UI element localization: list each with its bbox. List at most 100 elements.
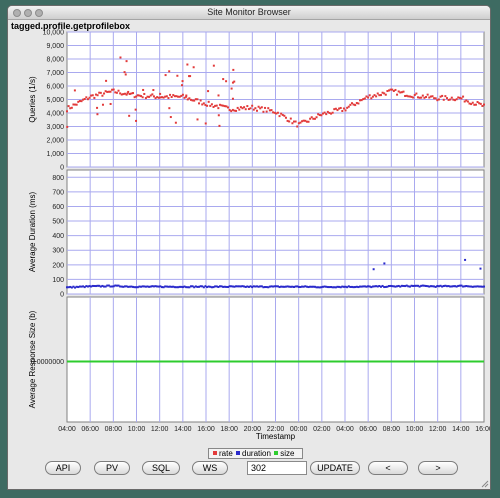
data-point-rate — [309, 117, 312, 120]
x-tick-label: 08:00 — [383, 426, 401, 433]
data-point-duration — [284, 285, 287, 288]
data-point-rate — [112, 88, 115, 91]
data-point-rate — [437, 98, 440, 101]
data-point-rate — [341, 109, 344, 112]
data-point-rate — [458, 96, 461, 99]
data-point-rate — [230, 87, 233, 90]
data-point-duration — [243, 285, 246, 288]
prev-button[interactable]: < — [368, 461, 408, 475]
data-point-rate — [457, 96, 460, 99]
data-point-duration — [457, 284, 460, 287]
data-point-duration — [128, 285, 131, 288]
data-point-rate — [225, 105, 228, 108]
data-point-duration — [149, 285, 152, 288]
data-point-rate — [481, 104, 484, 107]
api-button[interactable]: API — [45, 461, 81, 475]
data-point-duration — [363, 285, 366, 288]
data-point-rate — [391, 88, 394, 91]
data-point-rate — [85, 96, 88, 99]
data-point-rate — [168, 70, 171, 73]
data-point-duration — [315, 286, 318, 289]
data-point-rate — [96, 94, 99, 97]
y-tick-label: 7,000 — [46, 70, 64, 77]
data-point-duration — [371, 285, 374, 288]
data-point-rate — [334, 107, 337, 110]
data-point-rate — [215, 104, 218, 107]
data-point-rate — [362, 98, 365, 101]
data-point-duration — [85, 285, 88, 288]
value-input[interactable]: 302 — [247, 461, 307, 475]
data-point-rate — [225, 80, 228, 83]
data-point-rate — [394, 88, 397, 91]
data-point-duration — [309, 285, 312, 288]
data-point-duration — [410, 284, 413, 287]
data-point-rate — [359, 99, 362, 102]
data-point-duration — [228, 285, 231, 288]
data-point-duration — [86, 285, 89, 288]
data-point-duration — [359, 285, 362, 288]
data-point-rate — [441, 94, 444, 97]
data-point-rate — [117, 89, 120, 92]
data-point-rate — [325, 113, 328, 116]
x-tick-label: 00:00 — [290, 426, 308, 433]
data-point-duration — [392, 285, 395, 288]
data-point-rate — [386, 90, 389, 93]
data-point-rate — [169, 93, 172, 96]
ws-button[interactable]: WS — [192, 461, 228, 475]
data-point-rate — [189, 98, 192, 101]
data-point-rate — [255, 109, 258, 112]
data-point-rate — [233, 109, 236, 112]
title-bar[interactable]: Site Monitor Browser — [8, 6, 490, 20]
data-point-duration — [350, 285, 353, 288]
y-tick-label: 4,000 — [46, 111, 64, 118]
data-point-duration — [431, 285, 434, 288]
data-point-duration — [334, 286, 337, 289]
data-point-rate — [291, 122, 294, 125]
data-point-rate — [320, 114, 323, 117]
data-point-rate — [247, 108, 250, 111]
legend-label-rate: rate — [219, 449, 233, 458]
data-point-rate — [156, 96, 159, 99]
data-point-duration — [133, 286, 136, 289]
window-title: Site Monitor Browser — [207, 7, 291, 17]
y-tick-label: 0 — [60, 165, 64, 172]
next-button[interactable]: > — [418, 461, 458, 475]
x-tick-label: 04:00 — [58, 426, 76, 433]
data-point-duration — [143, 285, 146, 288]
data-point-duration — [120, 285, 123, 288]
data-point-rate — [86, 98, 89, 101]
data-point-rate — [262, 110, 265, 113]
close-icon[interactable] — [13, 9, 21, 17]
data-point-duration — [202, 286, 205, 289]
data-point-duration — [342, 285, 345, 288]
data-point-duration — [450, 285, 453, 288]
data-point-duration — [241, 285, 244, 288]
data-point-duration — [268, 285, 271, 288]
data-point-rate — [231, 81, 234, 84]
y-tick-label: 600 — [52, 204, 64, 211]
data-point-rate — [301, 120, 304, 123]
data-point-rate — [132, 92, 135, 95]
update-button[interactable]: UPDATE — [310, 461, 360, 475]
data-point-duration — [233, 285, 236, 288]
data-point-duration — [323, 285, 326, 288]
data-point-rate — [313, 117, 316, 120]
data-point-duration — [132, 285, 135, 288]
data-point-rate — [470, 103, 473, 106]
data-point-rate — [471, 101, 474, 104]
minimize-icon[interactable] — [24, 9, 32, 17]
data-point-rate — [426, 93, 429, 96]
x-tick-label: 12:00 — [429, 426, 447, 433]
data-point-rate — [367, 96, 370, 99]
pv-button[interactable]: PV — [94, 461, 130, 475]
data-point-duration — [413, 284, 416, 287]
data-point-rate — [429, 95, 432, 98]
data-point-rate — [177, 95, 180, 98]
sql-button[interactable]: SQL — [142, 461, 180, 475]
y-axis-label: Average Duration (ms) — [28, 192, 37, 273]
resize-grip-icon[interactable] — [481, 480, 489, 488]
data-point-duration — [383, 286, 386, 289]
data-point-duration — [72, 285, 75, 288]
data-point-duration — [313, 285, 316, 288]
zoom-icon[interactable] — [35, 9, 43, 17]
